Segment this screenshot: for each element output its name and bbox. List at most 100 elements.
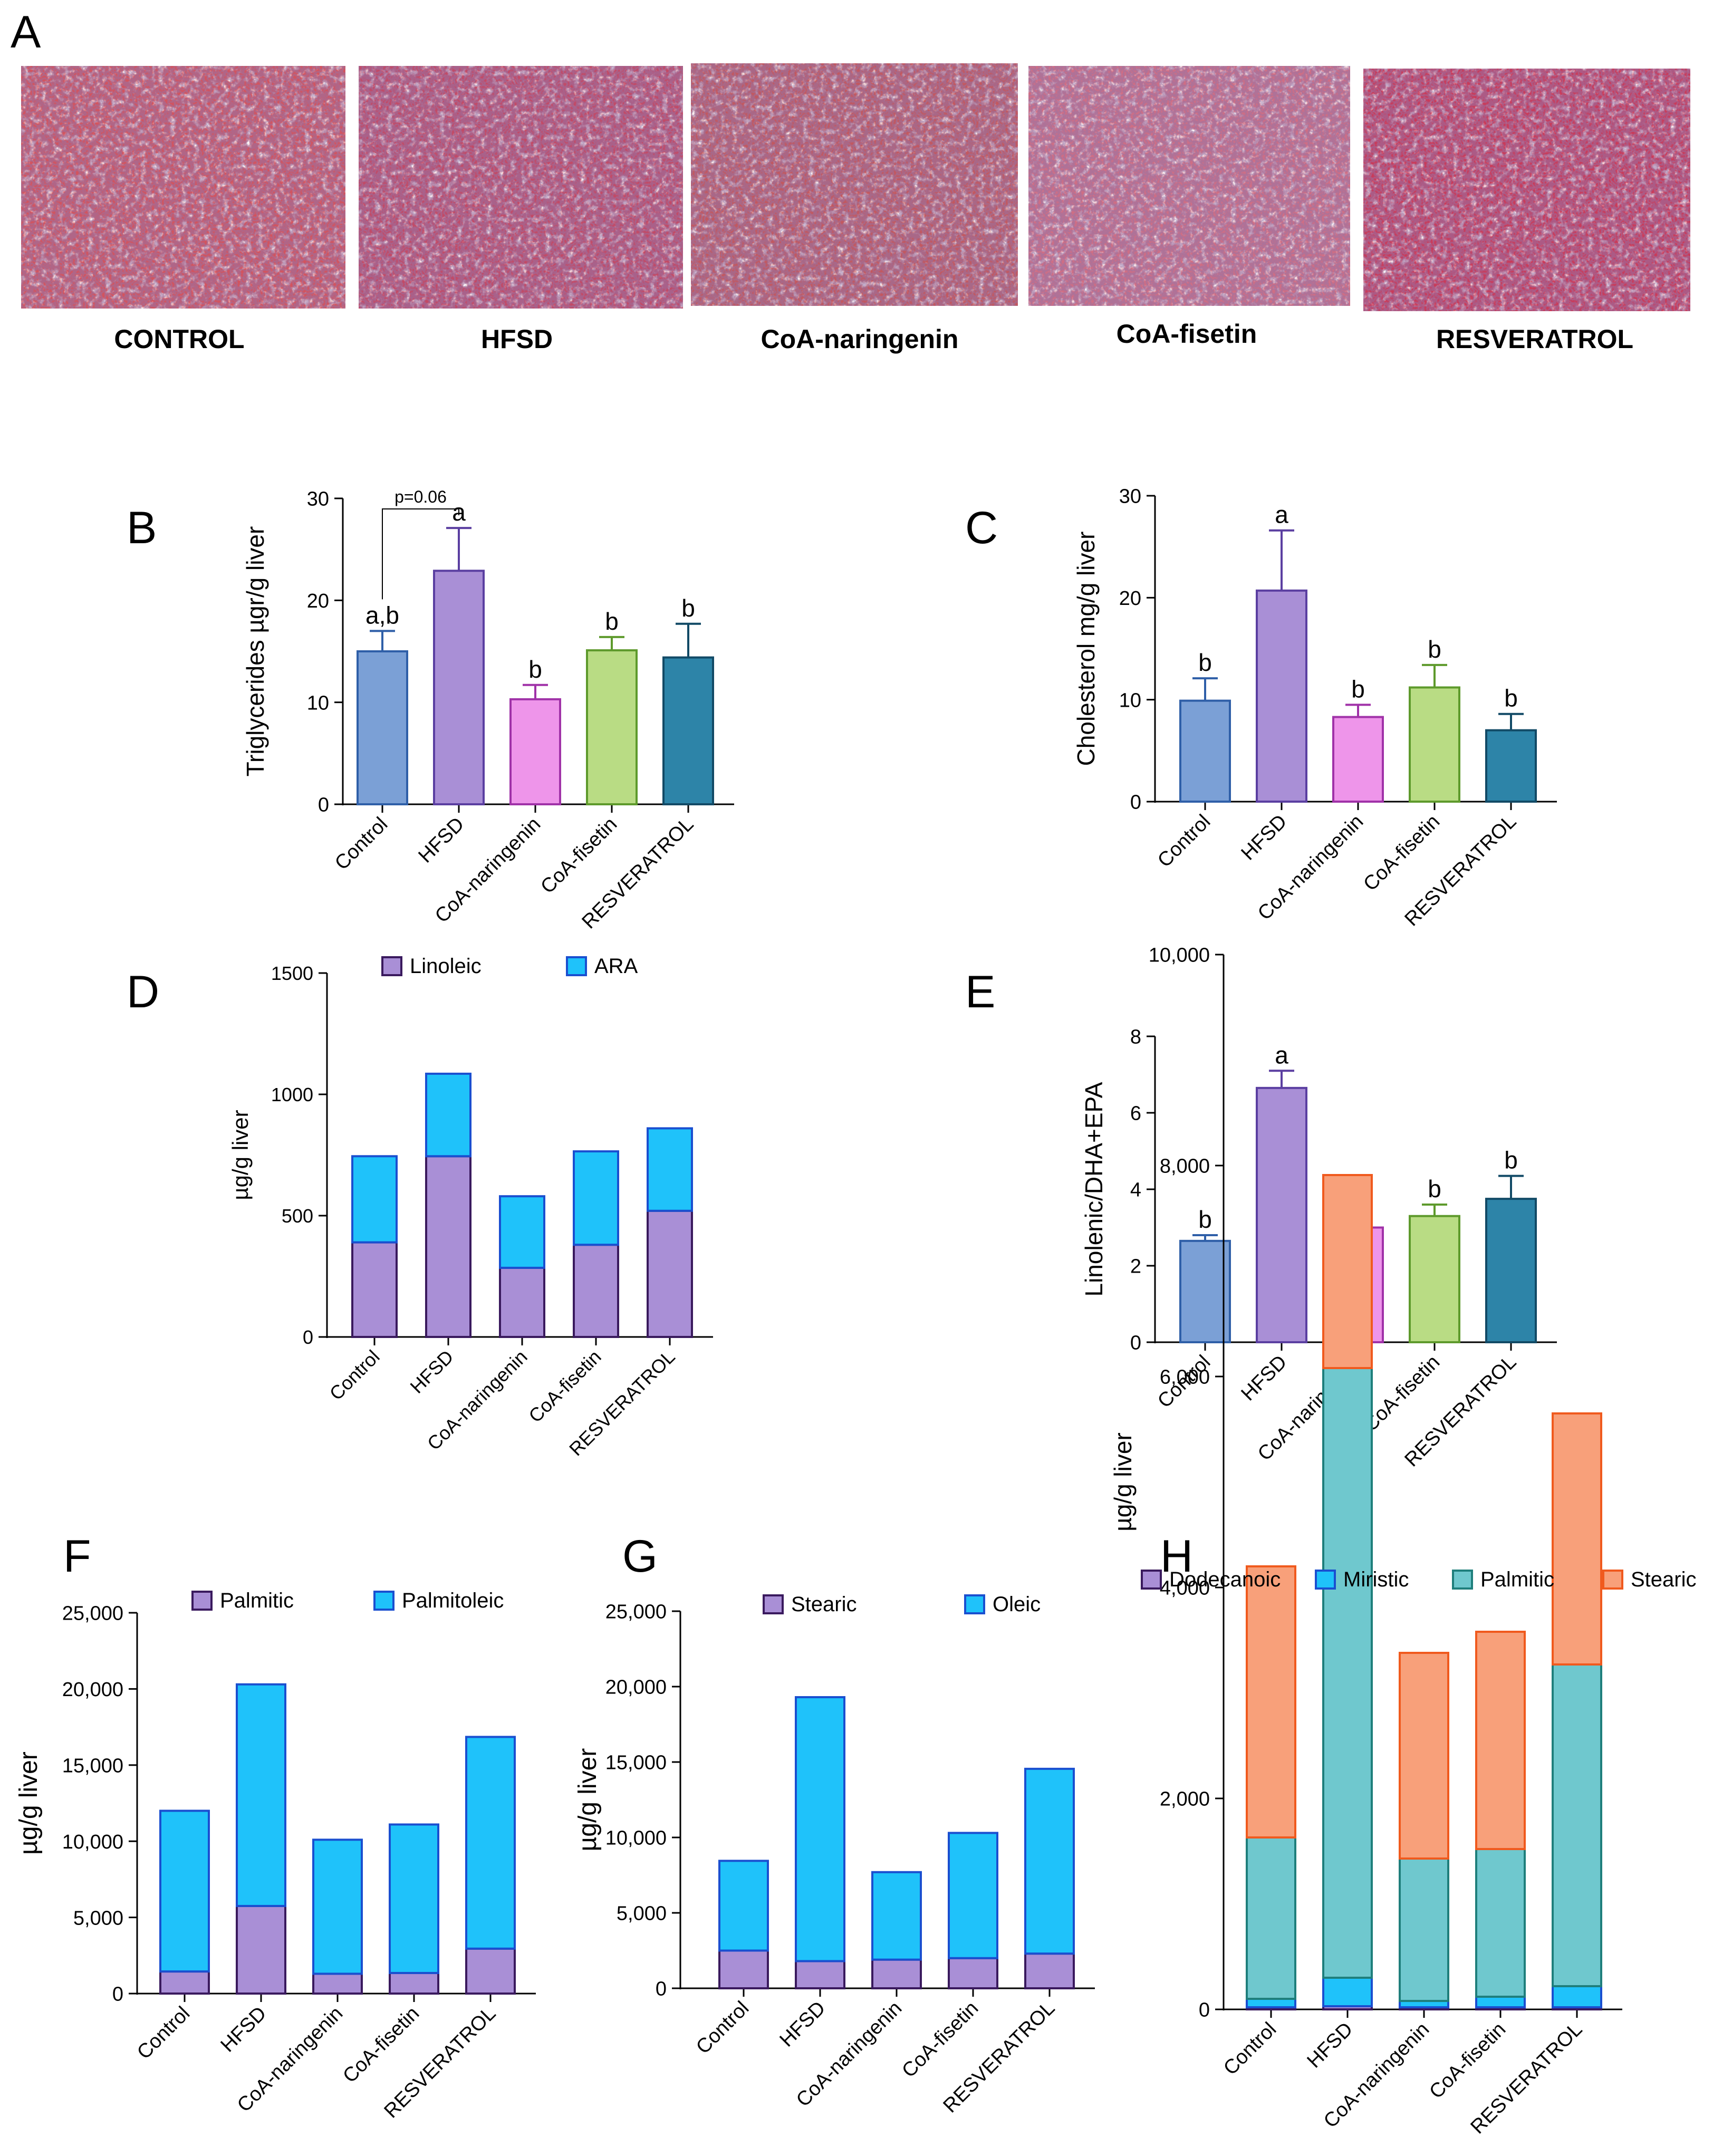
bar-oleic	[795, 1696, 845, 1962]
micrograph-nuclei	[691, 63, 1018, 306]
bar-ara	[425, 1072, 471, 1158]
bar-palmitic	[1399, 1857, 1449, 2002]
legend-label-ara: ARA	[594, 955, 638, 978]
legend-label-stearic: Stearic	[1631, 1568, 1697, 1591]
x-tick-label: CoA-fisetin	[1359, 811, 1444, 896]
panel-letter-b: B	[127, 503, 157, 553]
micrograph-nuclei	[1363, 69, 1690, 311]
significance-letter: b	[681, 594, 695, 622]
bar	[1485, 729, 1537, 803]
micrograph-label-control: CONTROL	[114, 324, 244, 354]
bar	[1332, 716, 1384, 803]
y-tick-label: 10	[307, 692, 329, 714]
micrograph-hfsd	[359, 66, 683, 309]
micrograph-nuclei	[21, 66, 345, 309]
y-tick-label: 6	[1130, 1103, 1141, 1125]
bar-stearic	[1322, 1174, 1373, 1369]
legend-label-stearic: Stearic	[791, 1593, 857, 1616]
micrograph-label-coa-naringenin: CoA-naringenin	[761, 324, 959, 354]
bar-oleic	[1024, 1767, 1075, 1955]
bar-palmitoleic	[236, 1683, 286, 1907]
y-tick-label: 4	[1130, 1179, 1141, 1201]
y-tick-label: 6,000	[1160, 1366, 1210, 1389]
legend-swatch-ara	[566, 956, 587, 976]
panel-letter-h: H	[1160, 1531, 1193, 1582]
bar-linoleic	[351, 1241, 398, 1339]
bar	[1409, 1215, 1460, 1343]
x-tick-label: HFSD	[415, 813, 469, 868]
y-tick-label: 2	[1130, 1256, 1141, 1278]
legend-swatch-miristic	[1315, 1570, 1336, 1590]
bar-ara	[499, 1195, 545, 1269]
x-tick-label: CoA-fisetin	[536, 813, 621, 898]
y-tick-label: 10,000	[605, 1827, 667, 1850]
y-tick-label: 1000	[271, 1084, 313, 1105]
panel-letter-e: E	[965, 967, 995, 1017]
bar	[1409, 686, 1460, 803]
chart-g: 0 5,000 10,000 15,000 20,000 25,000 µg/g liver…	[574, 1593, 1095, 2117]
legend-swatch-palmitoleic	[373, 1591, 394, 1611]
y-tick-label: 20	[307, 590, 329, 612]
legend-swatch-oleic	[964, 1594, 985, 1614]
bar-stearic	[1552, 1412, 1602, 1666]
x-tick-label: HFSD	[1303, 2018, 1358, 2073]
bar-stearic	[1475, 1631, 1526, 1850]
bar-linoleic	[647, 1209, 693, 1339]
y-tick-label: 0	[1130, 792, 1141, 814]
y-tick-label: 30	[307, 488, 329, 511]
legend-label-dodecanoic: Dodecanoic	[1169, 1568, 1281, 1591]
y-tick-label: 500	[282, 1205, 313, 1227]
bar-miristic	[1475, 1996, 1526, 2008]
bar-stearic	[795, 1960, 845, 1990]
legend-label-palmitic: Palmitic	[1480, 1568, 1554, 1591]
bar-ara	[573, 1150, 619, 1246]
bar-miristic	[1246, 1998, 1296, 2008]
micrograph-nuclei	[359, 66, 683, 309]
bar-stearic	[948, 1957, 998, 1990]
y-tick-label: 20,000	[605, 1677, 667, 1699]
significance-letter: b	[1504, 685, 1518, 712]
bar-palmitic	[1322, 1367, 1373, 1979]
micrograph-resveratrol	[1363, 69, 1690, 311]
significance-letter: a,b	[365, 601, 399, 629]
x-tick-label: Control	[325, 1346, 384, 1404]
bar-linoleic	[499, 1266, 545, 1338]
chart-c: 0 10 20 30 Cholesterol mg/g liver Control HFSD…	[1072, 486, 1557, 930]
chart-b: 0 10 20 30 Triglycerides µgr/g liver Control H…	[242, 487, 734, 933]
micrograph-coa-fisetin	[1028, 66, 1350, 306]
significance-letter: a	[1275, 501, 1288, 528]
bar-palmitic	[1246, 1836, 1296, 2000]
bar-oleic	[948, 1832, 998, 1959]
legend-swatch-stearic	[763, 1594, 784, 1614]
y-axis-label: µg/g liver	[574, 1748, 602, 1852]
x-tick-label: HFSD	[1237, 1351, 1292, 1406]
y-tick-label: 20	[1119, 588, 1141, 610]
x-tick-label: HFSD	[217, 2003, 271, 2057]
x-tick-label: Control	[331, 813, 392, 874]
bar-ara	[647, 1127, 693, 1212]
bar-ara	[351, 1155, 398, 1244]
bar-stearic	[871, 1958, 922, 1989]
bar	[1256, 589, 1307, 803]
panel-letter-d: D	[127, 967, 159, 1017]
bar-palmitic	[1552, 1663, 1602, 1987]
y-tick-label: 0	[318, 794, 329, 816]
significance-letter: b	[1198, 649, 1212, 676]
bar-palmitoleic	[312, 1839, 363, 1975]
y-tick-label: 25,000	[605, 1601, 667, 1623]
significance-letter: b	[1504, 1147, 1518, 1174]
panel-letter-g: G	[622, 1531, 658, 1582]
micrograph-label-coa-fisetin: CoA-fisetin	[1117, 319, 1257, 349]
x-tick-label: HFSD	[776, 1997, 830, 2052]
bar-oleic	[871, 1871, 922, 1961]
y-tick-label: 5,000	[617, 1903, 667, 1925]
bar-palmitic	[389, 1972, 439, 1995]
x-tick-label: HFSD	[406, 1346, 457, 1398]
bar-palmitic	[1475, 1848, 1526, 1998]
significance-letter: a	[1275, 1041, 1288, 1069]
y-tick-label: 2,000	[1160, 1788, 1210, 1811]
y-tick-label: 15,000	[605, 1752, 667, 1774]
micrograph-label-resveratrol: RESVERATROL	[1436, 324, 1633, 354]
bar-linoleic	[425, 1155, 471, 1339]
